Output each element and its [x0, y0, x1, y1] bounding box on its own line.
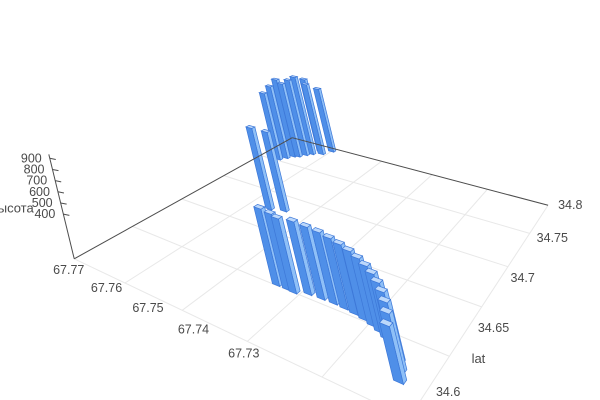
- svg-text:34.65: 34.65: [478, 321, 509, 335]
- svg-text:34.75: 34.75: [537, 231, 568, 245]
- svg-text:67.73: 67.73: [228, 347, 259, 361]
- svg-text:67.77: 67.77: [53, 263, 84, 277]
- svg-text:900: 900: [21, 151, 42, 165]
- svg-text:lat: lat: [472, 351, 486, 366]
- svg-text:34.6: 34.6: [436, 385, 460, 399]
- svg-text:67.75: 67.75: [132, 301, 163, 315]
- svg-text:67.74: 67.74: [178, 323, 209, 337]
- svg-text:высота: высота: [0, 200, 34, 215]
- svg-text:67.76: 67.76: [91, 281, 122, 295]
- svg-text:34.7: 34.7: [511, 271, 535, 285]
- svg-text:34.8: 34.8: [558, 198, 582, 212]
